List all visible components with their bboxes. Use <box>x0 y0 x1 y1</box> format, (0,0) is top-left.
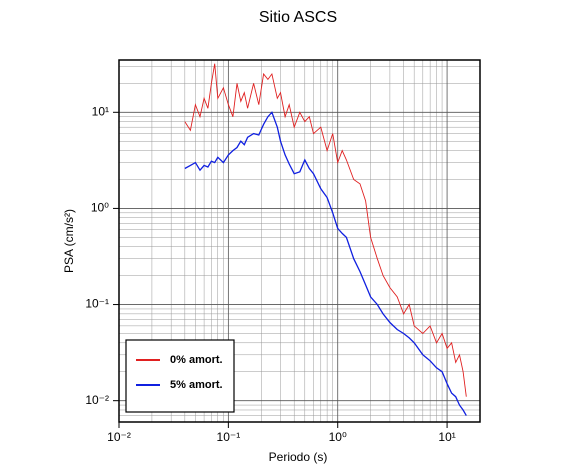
chart-title: Sitio ASCS <box>259 9 337 26</box>
x-tick-label: 10¹ <box>438 430 455 444</box>
series-line <box>184 111 467 416</box>
plot-frame <box>118 59 481 423</box>
y-tick-label: 10⁻² <box>85 393 109 407</box>
y-axis-label: PSA (cm/s²) <box>62 209 76 273</box>
legend-label: 5% amort. <box>170 379 223 391</box>
x-tick-label: 10⁰ <box>329 430 347 444</box>
x-axis-label: Periodo (s) <box>269 450 328 464</box>
series-line <box>184 63 467 397</box>
y-tick-label: 10¹ <box>92 104 109 118</box>
y-tick-label: 10⁰ <box>91 201 109 215</box>
legend-box <box>125 339 235 413</box>
x-tick-label: 10⁻² <box>107 430 131 444</box>
x-tick-label: 10⁻¹ <box>217 430 241 444</box>
legend-label: 0% amort. <box>170 354 223 366</box>
y-tick-label: 10⁻¹ <box>85 297 109 311</box>
